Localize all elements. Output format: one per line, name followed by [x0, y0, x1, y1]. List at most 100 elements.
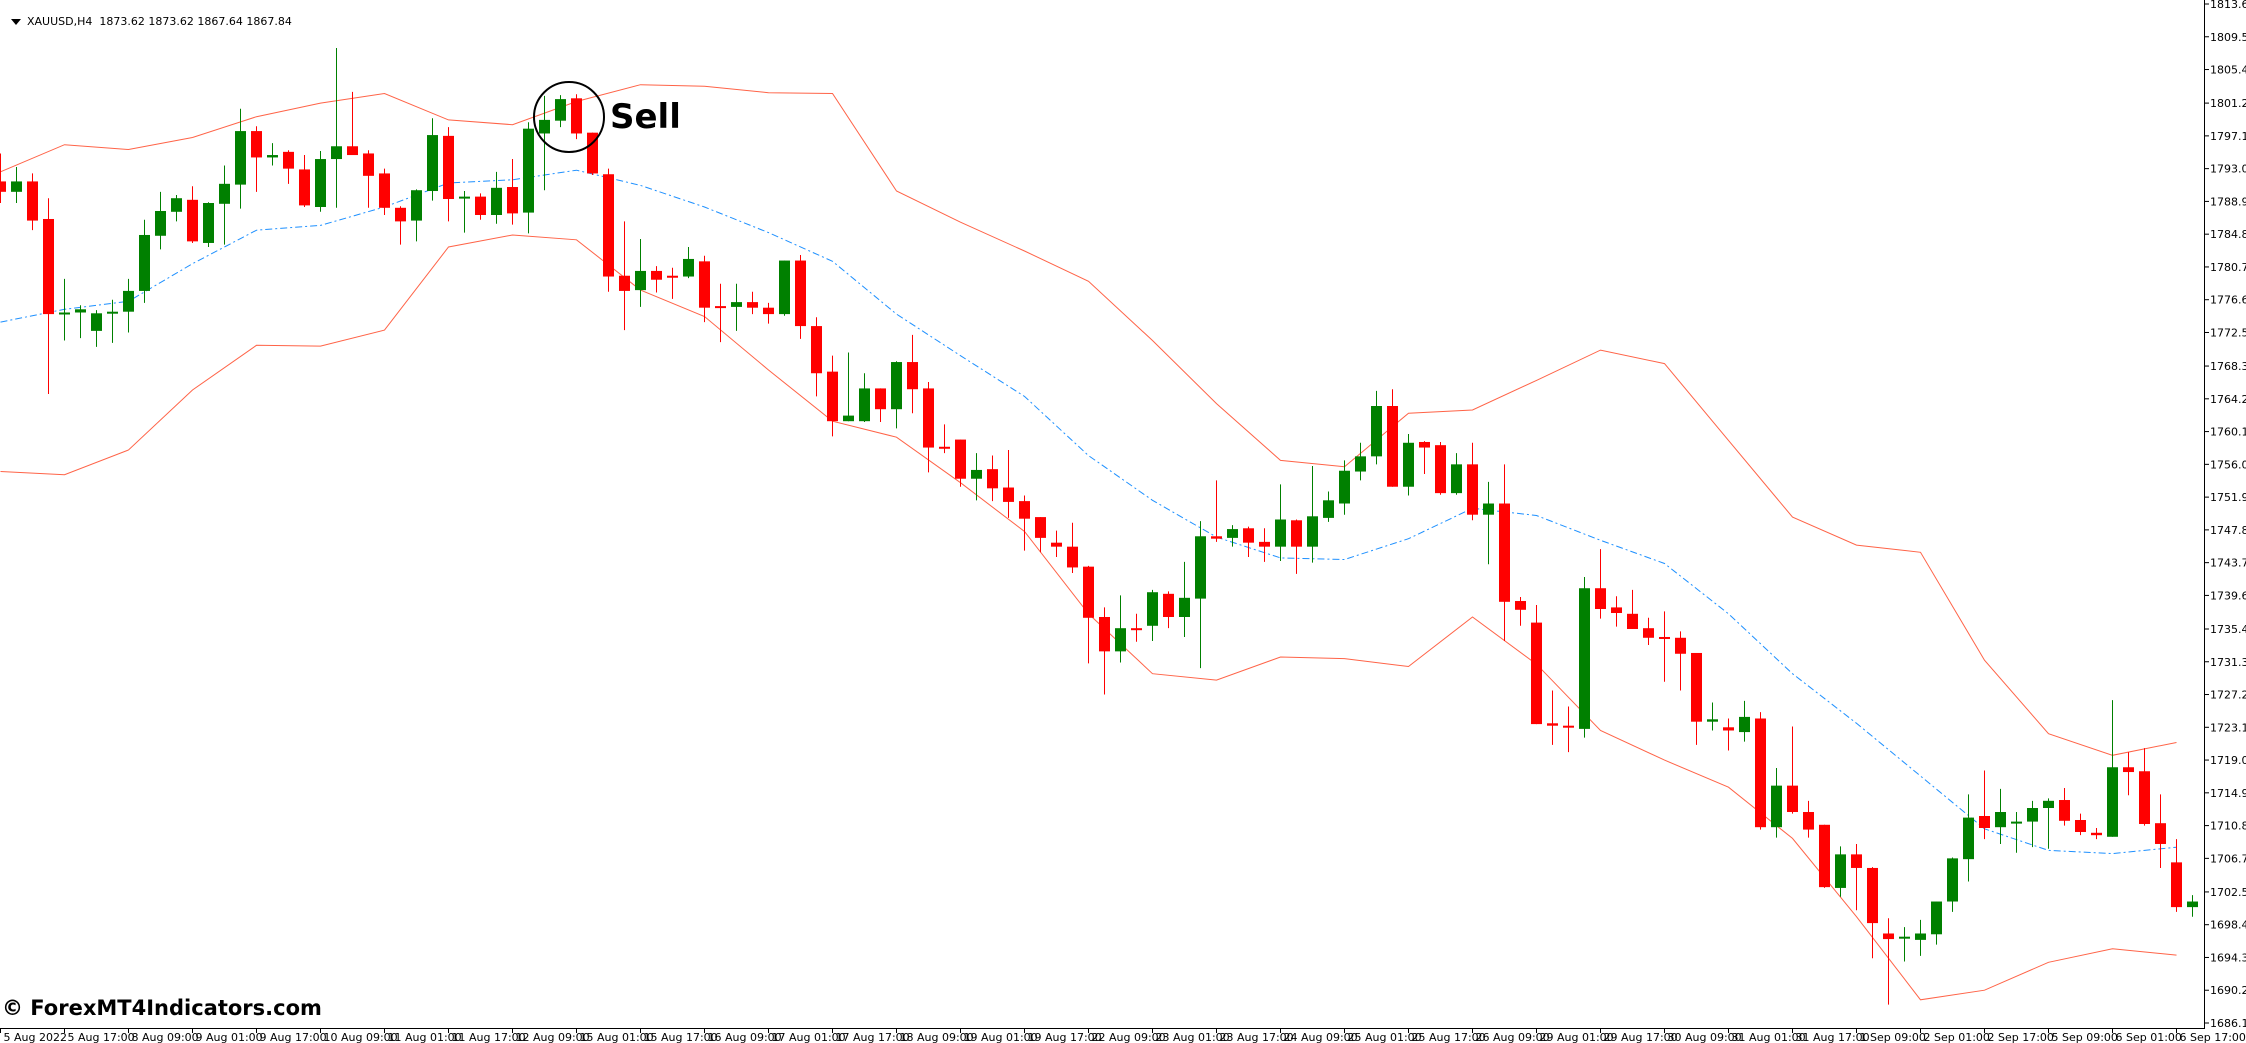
triangle-down-icon[interactable]: [11, 19, 21, 25]
price-tick-label: 1797.10: [2210, 130, 2246, 143]
candle-body: [27, 181, 38, 221]
bearish-candle: [1099, 607, 1110, 695]
bullish-candle: [859, 373, 870, 422]
candle-body: [1419, 441, 1430, 448]
price-tick-label: 1780.70: [2210, 261, 2246, 274]
candle-body: [1483, 503, 1494, 515]
price-tick-label: 1751.90: [2210, 491, 2246, 504]
bearish-candle: [699, 255, 710, 323]
candle-body: [1995, 812, 2006, 828]
bullish-candle: [267, 143, 278, 166]
time-tick-label: 29 Aug 01:00: [1540, 1031, 1614, 1043]
bearish-candle: [1051, 530, 1062, 558]
candle-body: [2027, 808, 2038, 822]
time-tick-label: 9 Aug 17:00: [260, 1031, 327, 1043]
bullish-candle: [235, 108, 246, 209]
candle-body: [1211, 536, 1222, 539]
bearish-candle: [1259, 528, 1270, 562]
bullish-candle: [1915, 919, 1926, 956]
bearish-candle: [2123, 752, 2134, 796]
time-tick-label: 17 Aug 01:00: [772, 1031, 846, 1043]
bullish-candle: [555, 95, 566, 128]
price-tick-label: 1739.60: [2210, 589, 2246, 602]
time-tick-label: 25 Aug 01:00: [1348, 1031, 1422, 1043]
bearish-candle: [2091, 827, 2102, 840]
bullish-candle: [1195, 521, 1206, 669]
candle-body: [1243, 528, 1254, 543]
candle-body: [1547, 723, 1558, 726]
bearish-candle: [923, 382, 934, 473]
bearish-candle: [1531, 605, 1542, 725]
bullish-candle: [2011, 812, 2022, 853]
candle-body: [1979, 816, 1990, 828]
candle-body: [1339, 470, 1350, 504]
bearish-candle: [907, 334, 918, 414]
bearish-candle: [667, 267, 678, 299]
price-tick-label: 1714.90: [2210, 787, 2246, 800]
candle-body: [2043, 800, 2054, 809]
bullish-candle: [2043, 798, 2054, 849]
bearish-candle: [2155, 794, 2166, 868]
time-tick-label: 18 Aug 09:00: [900, 1031, 974, 1043]
price-axis[interactable]: 1813.60 1809.50 1805.40 1801.20 1797.10 1793.…: [2204, 0, 2246, 1030]
bearish-candle: [1243, 526, 1254, 558]
bullish-candle: [411, 189, 422, 242]
candle-body: [283, 151, 294, 169]
time-tick-label: 19 Aug 01:00: [964, 1031, 1038, 1043]
bullish-candle: [1707, 702, 1718, 731]
price-tick-label: 1690.20: [2210, 984, 2246, 997]
candle-body: [651, 270, 662, 280]
candle-body: [155, 210, 166, 236]
bullish-candle: [1451, 453, 1462, 495]
candle-body: [59, 312, 70, 315]
watermark: © ForexMT4Indicators.com: [2, 996, 322, 1020]
candle-body: [1067, 546, 1078, 568]
time-tick-label: 1 Sep 09:00: [1860, 1031, 1926, 1043]
price-tick-label: 1731.30: [2210, 656, 2246, 669]
bullish-candle: [971, 453, 982, 501]
candle-body: [539, 119, 550, 134]
candle-body: [187, 199, 198, 242]
candle-body: [2155, 823, 2166, 844]
bearish-candle: [1675, 631, 1686, 691]
candle-body: [731, 302, 742, 307]
bullish-candle: [123, 278, 134, 333]
price-tick-label: 1747.80: [2210, 524, 2246, 537]
candle-body: [2011, 821, 2022, 824]
bearish-candle: [715, 283, 726, 343]
bearish-candle: [1067, 522, 1078, 574]
price-tick-label: 1784.80: [2210, 228, 2246, 241]
time-axis[interactable]: 5 Aug 2022 5 Aug 17:008 Aug 09:009 Aug 01…: [0, 1028, 2246, 1043]
bearish-candle: [363, 150, 374, 208]
bullish-candle: [1339, 460, 1350, 515]
bearish-candle: [2075, 813, 2086, 836]
time-tick-label: 15 Aug 17:00: [644, 1031, 718, 1043]
candle-body: [987, 469, 998, 489]
bullish-candle: [1579, 577, 1590, 738]
bullish-candle: [1835, 846, 1846, 897]
candle-body: [1499, 503, 1510, 602]
candle-body: [395, 207, 406, 222]
candle-body: [107, 311, 118, 314]
bearish-candle: [187, 186, 198, 243]
time-tick-label: 8 Aug 09:00: [132, 1031, 199, 1043]
bearish-candle: [811, 317, 822, 397]
bearish-candle: [347, 91, 358, 156]
bearish-candle: [475, 193, 486, 220]
candle-body: [843, 415, 854, 422]
bullish-candle: [1275, 484, 1286, 562]
price-tick-label: 1702.50: [2210, 886, 2246, 899]
candle-body: [1819, 824, 1830, 888]
candle-body: [1755, 718, 1766, 828]
bearish-candle: [795, 254, 806, 339]
bearish-candle: [43, 198, 54, 395]
candle-body: [475, 196, 486, 215]
bearish-candle: [251, 126, 262, 192]
bearish-candle: [827, 355, 838, 437]
candle-body: [827, 371, 838, 422]
bullish-candle: [523, 122, 534, 234]
price-tick-label: 1788.90: [2210, 195, 2246, 208]
bullish-candle: [59, 278, 70, 341]
candle-body: [427, 135, 438, 192]
